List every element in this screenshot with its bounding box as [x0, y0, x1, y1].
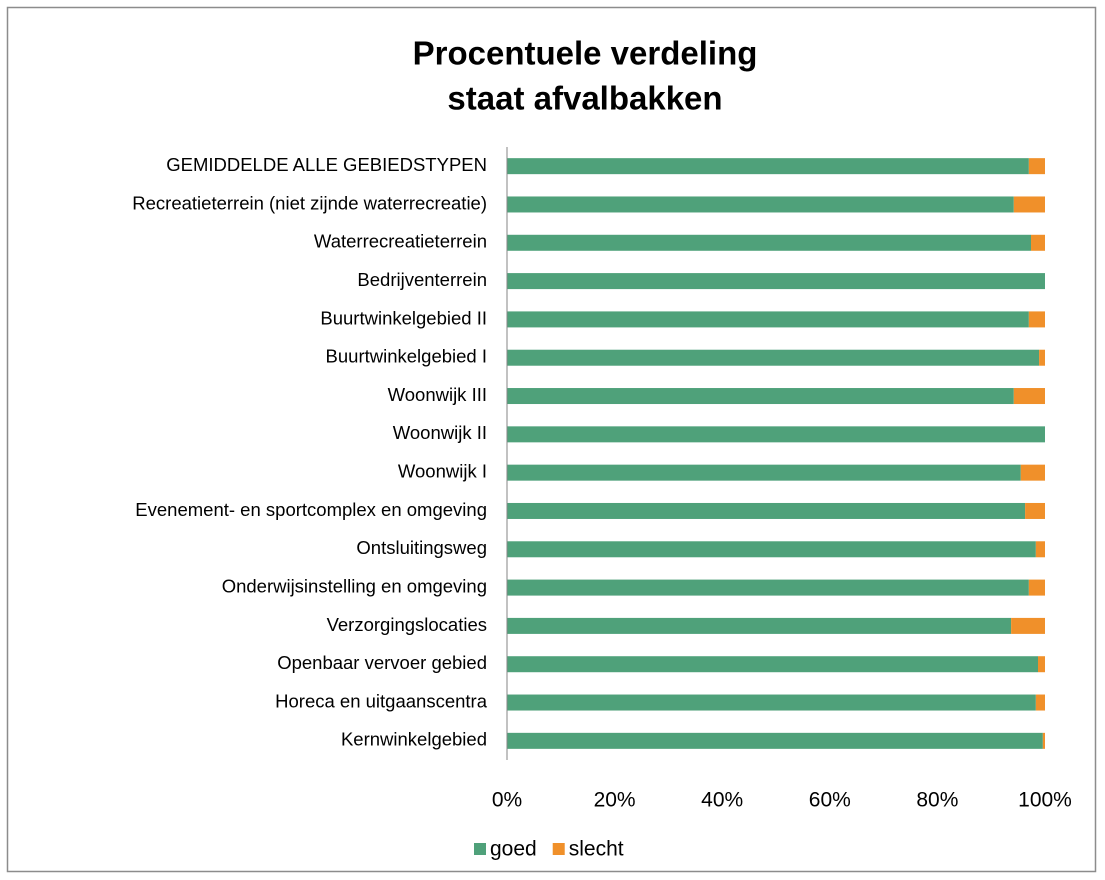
bar-segment	[507, 426, 1045, 443]
y-tick-label: Ontsluitingsweg	[356, 537, 487, 558]
bar-segment	[507, 311, 1029, 328]
x-tick-label: 60%	[809, 789, 851, 812]
y-tick-label: Buurtwinkelgebied I	[326, 346, 487, 367]
x-tick-label: 80%	[916, 789, 958, 812]
bar-segment	[1013, 196, 1045, 213]
legend-label: slecht	[569, 838, 624, 861]
bar-segment	[507, 694, 1036, 711]
bar-segment	[507, 234, 1032, 251]
legend-label: goed	[490, 838, 537, 861]
bar-segment	[1028, 579, 1045, 596]
y-tick-label: Buurtwinkelgebied II	[320, 307, 487, 328]
y-tick-label: Verzorgingslocaties	[327, 614, 487, 635]
bar-segment	[507, 617, 1012, 634]
bar-segment	[507, 541, 1036, 558]
y-tick-label: Woonwijk III	[388, 384, 487, 405]
bar-segment	[1039, 349, 1045, 366]
x-tick-label: 0%	[492, 789, 522, 812]
bar-segment	[507, 349, 1040, 366]
bar-segment	[507, 158, 1029, 175]
bar-segment	[507, 196, 1014, 213]
x-tick-label: 20%	[594, 789, 636, 812]
y-tick-label: GEMIDDELDE ALLE GEBIEDSTYPEN	[166, 154, 487, 175]
bar-segment	[1011, 617, 1045, 634]
y-tick-label: Kernwinkelgebied	[341, 729, 487, 750]
y-tick-label: Woonwijk II	[393, 422, 487, 443]
y-tick-label: Bedrijventerrein	[357, 269, 487, 290]
bar-segment	[507, 656, 1039, 673]
bar-segment	[507, 464, 1021, 481]
bar-segment	[1013, 388, 1045, 405]
bar-segment	[507, 502, 1026, 519]
y-tick-label: Onderwijsinstelling en omgeving	[222, 575, 487, 596]
bar-segment	[507, 732, 1043, 749]
y-tick-label: Waterrecreatieterrein	[314, 231, 487, 252]
y-tick-label: Openbaar vervoer gebied	[277, 652, 487, 673]
chart-title: Procentuele verdeling	[413, 35, 758, 72]
chart-title: staat afvalbakken	[447, 80, 722, 117]
x-tick-label: 100%	[1018, 789, 1072, 812]
y-tick-label: Recreatieterrein (niet zijnde waterrecre…	[132, 192, 487, 213]
legend-swatch	[474, 843, 486, 855]
bar-segment	[507, 579, 1029, 596]
y-tick-label: Horeca en uitgaanscentra	[275, 690, 488, 711]
x-tick-label: 40%	[701, 789, 743, 812]
bar-segment	[1028, 311, 1045, 328]
bar-segment	[507, 388, 1014, 405]
bar-segment	[1028, 158, 1045, 175]
bar-segment	[1035, 694, 1045, 711]
y-tick-label: Evenement- en sportcomplex en omgeving	[135, 499, 487, 520]
bar-segment	[1020, 464, 1045, 481]
bar-segment	[507, 273, 1045, 290]
bar-segment	[1025, 502, 1045, 519]
bar-segment	[1038, 656, 1045, 673]
bar-segment	[1035, 541, 1045, 558]
legend-swatch	[552, 843, 565, 855]
y-tick-label: Woonwijk I	[398, 461, 487, 482]
bar-segment	[1042, 732, 1045, 749]
bar-segment	[1031, 234, 1045, 251]
